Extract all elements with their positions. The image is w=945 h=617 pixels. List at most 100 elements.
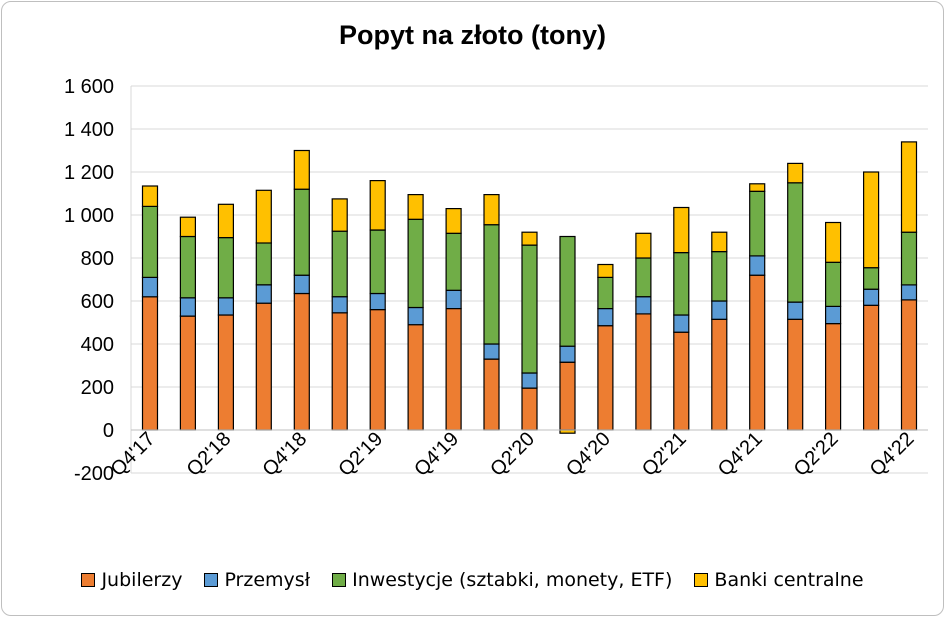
legend-item: Jubilerzy	[81, 569, 182, 591]
bar-segment	[597, 307, 614, 327]
bar-segment	[900, 141, 918, 233]
legend-swatch	[694, 573, 709, 587]
y-tick-label: 1 200	[64, 162, 114, 184]
bar-segment	[141, 205, 159, 278]
bar-segment	[445, 289, 462, 310]
bar-segment	[824, 221, 842, 263]
bar-segment	[635, 296, 652, 315]
bar-segment	[255, 189, 272, 244]
bar-segment	[331, 230, 348, 298]
legend-swatch	[204, 573, 219, 587]
bar-segment	[407, 194, 424, 220]
bar-segment	[673, 252, 690, 316]
bar-segment	[749, 190, 766, 257]
bar-segment	[900, 284, 918, 301]
y-tick-label: 0	[103, 420, 114, 442]
legend-label: Banki centralne	[714, 569, 864, 591]
legend-item: Przemysł	[204, 569, 310, 591]
bar-segment	[141, 185, 159, 207]
legend-item: Banki centralne	[694, 569, 864, 591]
bar-segment	[635, 257, 652, 298]
bar-segment	[900, 299, 918, 431]
bar-segment	[407, 306, 424, 326]
bar-segment	[483, 343, 500, 360]
bar-segment	[862, 267, 880, 290]
bar-segment	[483, 194, 500, 226]
y-tick-label: 200	[81, 377, 114, 399]
y-tick-label: 800	[81, 248, 114, 270]
bar-segment	[331, 198, 348, 232]
chart-legend: Jubilerzy Przemysł Inwestycje (sztabki, mo…	[0, 569, 945, 591]
bar-segment	[369, 292, 386, 311]
bar-segment	[255, 284, 272, 304]
bar-segment	[255, 302, 272, 431]
bar-segment	[293, 274, 310, 295]
bar-segment	[293, 188, 310, 276]
bar-segment	[749, 255, 766, 276]
bar-segment	[900, 231, 918, 286]
bar-segment	[673, 331, 690, 431]
bar-segment	[597, 263, 614, 278]
bar-segment	[141, 276, 159, 298]
bar-segment	[217, 203, 234, 239]
bar-segment	[331, 296, 348, 314]
bar-segment	[824, 305, 842, 325]
bar-segment	[559, 361, 576, 431]
bar-segment	[862, 171, 880, 269]
legend-label: Inwestycje (sztabki, monety, ETF)	[352, 569, 673, 591]
bar-segment	[483, 358, 500, 431]
bar-segment	[749, 183, 766, 192]
bar-segment	[597, 325, 614, 431]
bar-segment	[407, 218, 424, 309]
bar-segment	[217, 237, 234, 299]
y-tick-label: 1 400	[64, 119, 114, 141]
y-tick-label: -200	[74, 463, 114, 485]
bar-segment	[824, 323, 842, 431]
bar-segment	[521, 372, 538, 389]
bar-segment	[635, 232, 652, 259]
bar-segment	[483, 224, 500, 345]
bar-segment	[711, 318, 728, 431]
bar-segment	[217, 297, 234, 316]
bar-segment	[559, 235, 576, 347]
bar-segment	[635, 313, 652, 431]
bar-segment	[824, 261, 842, 307]
bar-segment	[407, 324, 424, 431]
legend-swatch	[332, 573, 347, 587]
bar-segment	[217, 314, 234, 431]
bar-segment	[445, 208, 462, 234]
bar-segment	[862, 304, 880, 431]
chart-title: Popyt na złoto (tony)	[339, 20, 606, 50]
bar-segment	[331, 312, 348, 431]
bar-segment	[369, 180, 386, 231]
bar-segment	[559, 345, 576, 363]
legend-swatch	[81, 573, 96, 587]
bar-segment	[711, 231, 728, 253]
bar-segment	[369, 309, 386, 431]
bar-segment	[787, 301, 804, 320]
bar-segment	[673, 314, 690, 333]
y-tick-label: 600	[81, 291, 114, 313]
bar-segment	[673, 206, 690, 254]
bar-segment	[521, 231, 538, 246]
bar-segment	[293, 292, 310, 431]
bar-segment	[141, 296, 159, 431]
y-tick-label: 1 600	[64, 76, 114, 98]
bar-segment	[179, 297, 196, 317]
bar-segment	[445, 232, 462, 291]
legend-label: Jubilerzy	[101, 569, 183, 591]
bar-segment	[445, 307, 462, 431]
bar-segment	[787, 162, 804, 184]
bar-segment	[179, 315, 196, 431]
y-tick-label: 400	[81, 334, 114, 356]
legend-item: Inwestycje (sztabki, monety, ETF)	[332, 569, 672, 591]
bar-segment	[862, 288, 880, 306]
bar-segment	[521, 244, 538, 374]
bar-segment	[521, 387, 538, 431]
y-tick-label: 1 000	[64, 205, 114, 227]
legend-label: Przemysł	[224, 569, 311, 591]
bar-segment	[597, 276, 614, 310]
bar-segment	[179, 235, 196, 299]
